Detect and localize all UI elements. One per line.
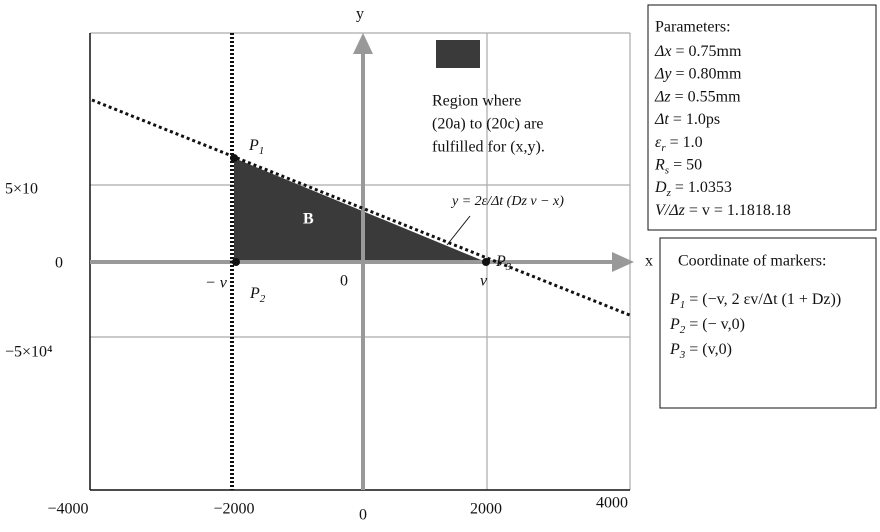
axis-mark: v [480, 273, 488, 290]
y-tick-label: −5×10⁴ [5, 344, 53, 361]
subscript: 3 [679, 349, 686, 361]
name: ε [655, 133, 662, 150]
value: = 1.0 [666, 133, 703, 150]
name: P [669, 341, 680, 358]
subscript: 1 [259, 145, 265, 157]
region-label: B [303, 211, 314, 228]
name: P [669, 291, 680, 308]
name: Δt [654, 111, 669, 128]
legend-text: fulfilled for (x,y). [432, 139, 545, 156]
legend-text: (20a) to (20c) are [432, 116, 544, 133]
parameter: Δx = 0.75mm [654, 43, 742, 60]
marker-label: P1 [248, 137, 264, 157]
value: = (−v, 2 εv/Δt (1 + Dz)) [685, 291, 841, 308]
marker [482, 258, 490, 266]
x-tick-label: −4000 [47, 501, 88, 518]
axis-mark: 0 [340, 273, 348, 290]
name: R [654, 156, 665, 173]
legend-swatch [436, 40, 480, 68]
parameter: V/Δz = v = 1.1818.18 [655, 202, 791, 219]
parameter: εr = 1.0 [655, 133, 703, 153]
region [234, 158, 486, 262]
parameter: Δy = 0.80mm [654, 65, 742, 82]
subscript: s [665, 164, 669, 176]
subscript: z [666, 187, 672, 199]
coordinate: P1 = (−v, 2 εv/Δt (1 + Dz)) [669, 291, 841, 311]
y-arrow [353, 33, 373, 54]
coordinates-title: Coordinate of markers: [678, 253, 826, 270]
name: P [669, 316, 680, 333]
value: = 50 [669, 156, 702, 173]
pointer [446, 215, 471, 246]
equation: y = 2ε/Δt (Dz v − x) [450, 194, 564, 209]
marker [232, 258, 240, 266]
marker-label: P2 [249, 285, 266, 305]
name: P [248, 137, 259, 154]
name: P [249, 285, 260, 302]
subscript: r [661, 141, 666, 153]
marker [230, 154, 238, 162]
parameters-box [647, 4, 877, 231]
parameter: Δz = 0.55mm [654, 88, 741, 105]
subscript: 2 [680, 324, 686, 336]
x-tick-label: 4000 [596, 495, 628, 512]
value: = 0.80mm [672, 65, 742, 82]
name: Δz [654, 88, 671, 105]
coordinates-box [659, 237, 877, 409]
name: P [495, 253, 506, 270]
x-tick-label: 2000 [470, 501, 502, 518]
x-tick-label: −2000 [213, 501, 254, 518]
parameter: Δt = 1.0ps [654, 111, 720, 128]
coordinate: P3 = (v,0) [669, 341, 732, 361]
subscript: 1 [680, 299, 686, 311]
x-tick-label: 0 [359, 507, 367, 524]
subscript: 3 [505, 261, 512, 273]
value: = v = 1.1818.18 [685, 202, 791, 219]
value: = 0.55mm [671, 88, 741, 105]
parameters-title: Parameters: [655, 19, 731, 36]
axis-mark: − v [205, 275, 228, 292]
parameter: Dz = 1.0353 [654, 179, 732, 199]
name: Δx [654, 43, 672, 60]
dotted-line [91, 98, 633, 318]
legend-text: Region where [432, 93, 521, 110]
marker-label: P3 [495, 253, 512, 273]
value: = 0.75mm [672, 43, 742, 60]
coordinate: P2 = (− v,0) [669, 316, 745, 336]
y-label: y [356, 6, 364, 23]
subscript: 2 [260, 293, 266, 305]
x-arrow [612, 252, 634, 272]
y-tick-label: 5×10 [5, 181, 38, 198]
y-tick-label: 0 [55, 255, 63, 272]
x-label: x [645, 253, 653, 270]
name: Δy [654, 65, 672, 82]
value: = 1.0ps [669, 111, 720, 128]
name: D [654, 179, 667, 196]
value: = 1.0353 [671, 179, 732, 196]
name: V/Δz [655, 202, 686, 219]
value: = (v,0) [685, 341, 732, 358]
parameter: Rs = 50 [654, 156, 702, 176]
value: = (− v,0) [685, 316, 745, 333]
